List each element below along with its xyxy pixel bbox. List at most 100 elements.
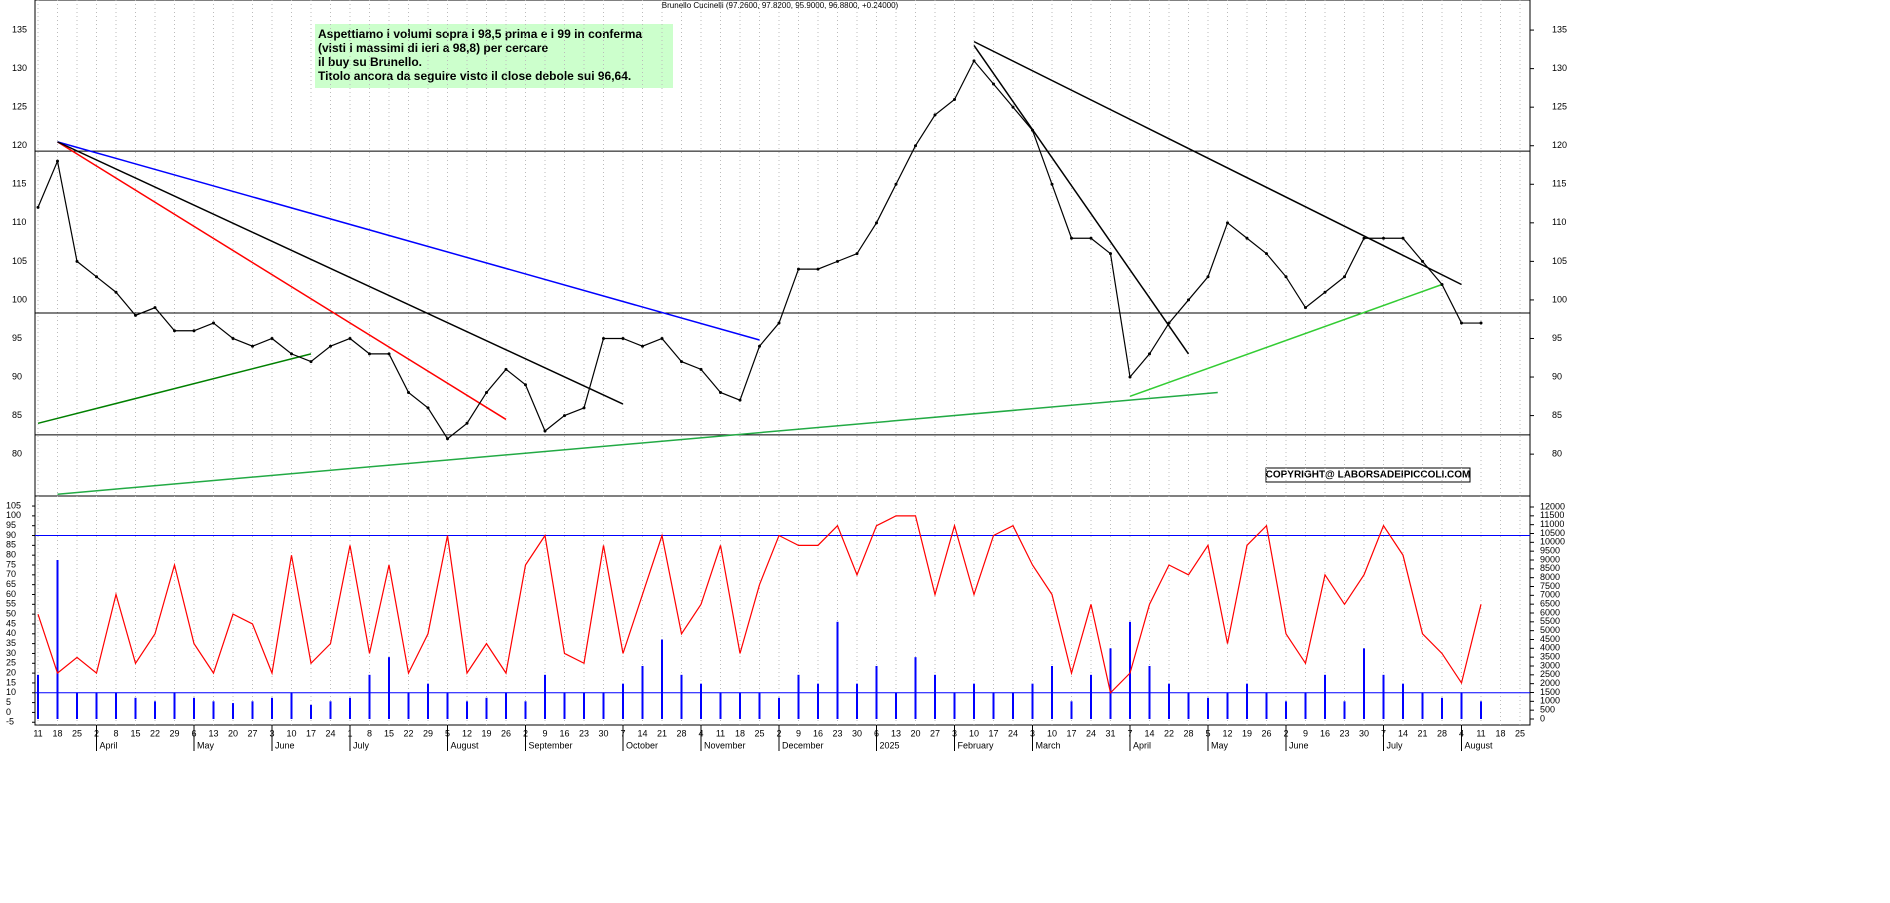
y-tick-label: 90: [6, 530, 16, 540]
price-point: [563, 414, 566, 418]
x-tick-label: 26: [501, 728, 511, 738]
y-tick-label: 20: [6, 667, 16, 677]
volume-bar: [973, 683, 975, 719]
volume-bar: [953, 692, 956, 719]
volume-bar: [290, 692, 293, 719]
price-point: [1382, 236, 1385, 240]
price-point: [56, 159, 59, 163]
month-label: December: [782, 740, 824, 750]
month-label: July: [353, 740, 370, 750]
y2-tick-label: 0: [1540, 713, 1545, 723]
volume-bar: [836, 621, 839, 719]
y-tick-label-right: 80: [1552, 449, 1562, 459]
price-point: [524, 383, 527, 387]
x-tick-label: 10: [1047, 728, 1057, 738]
x-tick-label: 11: [33, 728, 42, 738]
volume-bar: [641, 665, 644, 719]
price-point: [1421, 259, 1424, 263]
y-tick-label: 40: [6, 628, 16, 638]
price-point: [992, 82, 995, 86]
price-point: [368, 352, 371, 356]
x-tick-label: 28: [676, 728, 686, 738]
x-tick-label: 25: [72, 728, 82, 738]
volume-bar: [797, 674, 800, 719]
volume-bar: [427, 683, 429, 719]
x-tick-label: 8: [367, 728, 372, 738]
y2-tick-label: 4000: [1540, 643, 1560, 653]
volume-bar: [1382, 674, 1385, 719]
volume-bar: [310, 704, 312, 719]
x-tick-label: 29: [423, 728, 433, 738]
volume-bar: [1265, 692, 1268, 719]
volume-bar: [1051, 665, 1053, 719]
month-label: July: [1387, 740, 1404, 750]
volume-bar: [1168, 683, 1170, 719]
y-tick-label-right: 110: [1552, 217, 1566, 227]
chart-title: Brunello Cucinelli (97.2600, 97.8200, 95…: [662, 1, 899, 10]
volume-bar: [95, 692, 98, 719]
trend-line: [57, 141, 760, 341]
y-tick-label: 65: [6, 579, 16, 589]
price-point: [777, 321, 781, 325]
price-point: [1479, 321, 1483, 325]
y2-tick-label: 8500: [1540, 563, 1560, 573]
price-point: [1167, 321, 1171, 325]
y-tick-label: 120: [12, 140, 27, 150]
volume-bar: [622, 683, 624, 719]
trend-line: [973, 40, 1462, 286]
x-tick-label: 23: [579, 728, 589, 738]
y-tick-label: 110: [12, 217, 26, 227]
y-tick-label: 100: [12, 294, 27, 304]
trend-line: [57, 141, 624, 405]
volume-bar: [1343, 701, 1346, 719]
x-tick-label: 24: [1086, 728, 1096, 738]
volume-bar: [875, 665, 878, 719]
price-point: [348, 336, 352, 340]
volume-bar: [563, 692, 566, 719]
price-point: [465, 421, 469, 425]
y-tick-label: 15: [6, 677, 16, 687]
y-tick-label: 30: [6, 648, 16, 658]
price-point: [894, 182, 898, 186]
y-tick-label: 75: [6, 559, 16, 569]
volume-bar: [56, 559, 59, 719]
volume-bar: [583, 692, 585, 719]
y-tick-label: 70: [6, 569, 16, 579]
y-tick-label-right: 120: [1552, 140, 1567, 150]
volume-bar: [329, 701, 332, 719]
price-point: [270, 336, 274, 340]
price-point: [387, 352, 391, 356]
y2-tick-label: 11500: [1540, 510, 1564, 520]
y-tick-label: 130: [12, 63, 27, 73]
y-tick-label: 95: [6, 520, 16, 530]
x-tick-label: 8: [113, 728, 118, 738]
y2-tick-label: 7000: [1540, 590, 1560, 600]
price-point: [641, 344, 644, 348]
month-label: 2025: [880, 740, 900, 750]
price-point: [329, 344, 332, 348]
price-point: [543, 429, 547, 433]
price-point: [95, 275, 98, 279]
x-tick-label: 18: [1495, 728, 1505, 738]
volume-bar: [1363, 648, 1365, 719]
volume-bar: [856, 683, 858, 719]
volume-bar: [1090, 674, 1092, 719]
x-tick-label: 12: [1222, 728, 1232, 738]
volume-bar: [271, 697, 273, 719]
price-point: [446, 437, 449, 441]
y-tick-label: -5: [6, 717, 14, 727]
price-point: [1031, 128, 1034, 132]
volume-bar: [485, 697, 488, 719]
volume-bar: [524, 701, 527, 719]
y2-tick-label: 10500: [1540, 528, 1565, 538]
x-tick-label: 17: [1066, 728, 1076, 738]
volume-bar: [232, 703, 234, 719]
month-label: November: [704, 740, 746, 750]
x-tick-label: 14: [637, 728, 647, 738]
price-point: [1304, 306, 1307, 310]
price-point: [953, 97, 956, 101]
y-tick-label: 100: [6, 510, 21, 520]
y-tick-label: 105: [6, 500, 21, 510]
price-point: [1265, 252, 1268, 256]
y2-tick-label: 4500: [1540, 634, 1560, 644]
